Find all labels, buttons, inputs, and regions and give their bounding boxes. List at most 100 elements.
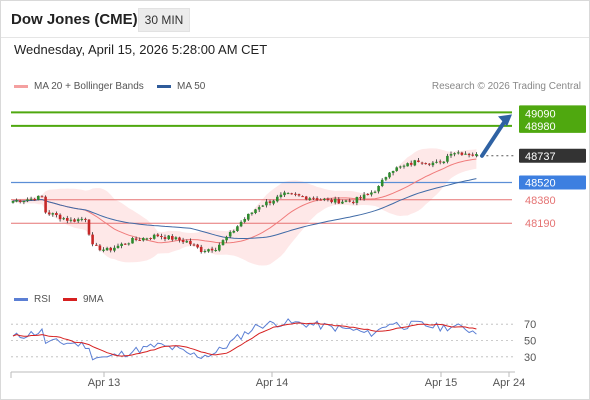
candle-body bbox=[73, 219, 76, 222]
level-label-48980: 48980 bbox=[525, 121, 556, 133]
candle-body bbox=[352, 201, 355, 204]
candle-body bbox=[178, 237, 181, 241]
candle-body bbox=[239, 221, 243, 227]
forecast-arrow-head bbox=[498, 114, 512, 127]
candle-body bbox=[221, 240, 225, 246]
candle-body bbox=[29, 198, 33, 200]
candle-body bbox=[337, 199, 341, 204]
candle-body bbox=[304, 196, 308, 200]
candle-body bbox=[98, 245, 102, 251]
candle-body bbox=[44, 196, 47, 213]
candle-body bbox=[446, 155, 449, 162]
rsi-tick-50: 50 bbox=[524, 336, 536, 348]
level-label-bg-48520 bbox=[519, 175, 586, 190]
candle-body bbox=[467, 153, 471, 156]
candle-body bbox=[55, 213, 58, 215]
candle-body bbox=[265, 201, 268, 206]
timeframe-button[interactable]: 30 MIN bbox=[138, 8, 190, 32]
candle-body bbox=[395, 167, 398, 171]
candle-body bbox=[192, 244, 196, 246]
rsi-tick-30: 30 bbox=[524, 352, 536, 364]
x-tick-label: Apr 13 bbox=[88, 377, 120, 389]
candle-body bbox=[442, 161, 446, 163]
level-label-48380: 48380 bbox=[525, 195, 556, 207]
forecast-arrow-shaft bbox=[480, 117, 508, 158]
candle-body bbox=[69, 219, 73, 221]
forecast-arrow bbox=[480, 114, 512, 158]
candle-body bbox=[286, 193, 290, 195]
candle-body bbox=[134, 238, 138, 240]
ma20-legend-swatch bbox=[14, 85, 28, 88]
candle-body bbox=[399, 166, 402, 168]
candle-body bbox=[189, 240, 192, 245]
candle-body bbox=[87, 219, 91, 235]
candle-body bbox=[171, 236, 174, 240]
candle-body bbox=[388, 172, 391, 178]
candle-body bbox=[228, 232, 232, 237]
candle-body bbox=[257, 207, 261, 210]
candle-body bbox=[18, 200, 22, 202]
candle-body bbox=[301, 196, 304, 198]
candle-body bbox=[380, 179, 384, 186]
candle-body bbox=[47, 212, 51, 215]
candle-body bbox=[475, 154, 478, 156]
candle-body bbox=[66, 218, 69, 221]
candle-body bbox=[109, 247, 112, 251]
candle-body bbox=[62, 218, 65, 220]
candle-body bbox=[247, 213, 250, 220]
candle-body bbox=[40, 196, 44, 198]
level-label-48737: 48737 bbox=[525, 151, 556, 163]
chart-header: Dow Jones (CME) 30 MIN bbox=[1, 1, 589, 38]
x-tick-label: Apr 15 bbox=[425, 377, 457, 389]
candle-body bbox=[218, 244, 221, 251]
candle-body bbox=[145, 238, 149, 240]
candle-body bbox=[58, 214, 62, 220]
candle-body bbox=[254, 209, 257, 213]
candle-body bbox=[174, 237, 178, 240]
candle-body bbox=[276, 196, 279, 202]
candle-body bbox=[344, 200, 348, 202]
candle-body bbox=[11, 201, 15, 203]
ma50-legend-label: MA 50 bbox=[177, 81, 206, 92]
candle-body bbox=[326, 198, 330, 200]
rsi-legend-swatch bbox=[14, 298, 28, 301]
candle-body bbox=[33, 198, 36, 201]
candle-body bbox=[312, 197, 315, 199]
candle-body bbox=[315, 198, 319, 200]
candle-body bbox=[435, 161, 438, 163]
candle-body bbox=[91, 234, 94, 245]
credit-text: Research © 2026 Trading Central bbox=[431, 81, 581, 92]
candle-body bbox=[384, 177, 388, 180]
candle-body bbox=[373, 191, 377, 193]
candle-body bbox=[163, 237, 167, 239]
candle-body bbox=[15, 200, 18, 202]
candle-body bbox=[185, 241, 189, 243]
candle-body bbox=[199, 246, 203, 252]
x-axis: Apr 13 Apr 14 Apr 15 Apr 24 bbox=[10, 371, 525, 389]
candle-body bbox=[420, 162, 424, 164]
candle-body bbox=[80, 218, 84, 220]
candle-body bbox=[294, 193, 297, 195]
rsi-tick-70: 70 bbox=[524, 319, 536, 331]
candle-body bbox=[203, 251, 207, 252]
ma20-legend-label: MA 20 + Bollinger Bands bbox=[34, 81, 144, 92]
candle-body bbox=[210, 248, 214, 251]
candle-body bbox=[409, 162, 413, 165]
candle-body bbox=[152, 234, 156, 239]
candle-body bbox=[123, 243, 127, 245]
candle-body bbox=[131, 238, 134, 244]
candle-body bbox=[438, 161, 442, 163]
candle-body bbox=[149, 238, 152, 239]
candle-body bbox=[95, 244, 98, 246]
rsi-line bbox=[12, 318, 477, 361]
candle-body bbox=[196, 244, 199, 248]
ma9-legend-label: 9MA bbox=[83, 294, 104, 305]
candle-body bbox=[22, 200, 26, 203]
level-label-48520: 48520 bbox=[525, 178, 556, 190]
candle-body bbox=[26, 199, 29, 201]
candle-body bbox=[37, 195, 40, 200]
level-label-bg-48737 bbox=[519, 148, 586, 163]
candle-body bbox=[359, 197, 362, 199]
candle-body bbox=[138, 239, 141, 241]
